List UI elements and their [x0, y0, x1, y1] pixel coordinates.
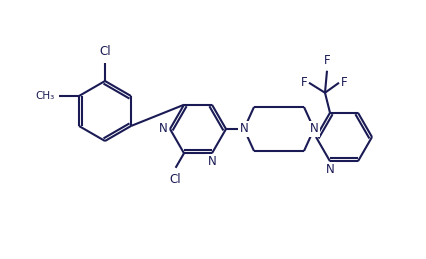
Text: F: F — [341, 76, 348, 89]
Text: N: N — [325, 163, 334, 176]
Text: N: N — [207, 155, 216, 168]
Text: N: N — [159, 123, 168, 135]
Text: Cl: Cl — [99, 45, 111, 58]
Text: F: F — [300, 76, 307, 89]
Text: Cl: Cl — [170, 173, 181, 186]
Text: F: F — [324, 54, 330, 67]
Text: N: N — [310, 123, 318, 135]
Text: N: N — [239, 123, 248, 135]
Text: CH₃: CH₃ — [36, 91, 55, 101]
